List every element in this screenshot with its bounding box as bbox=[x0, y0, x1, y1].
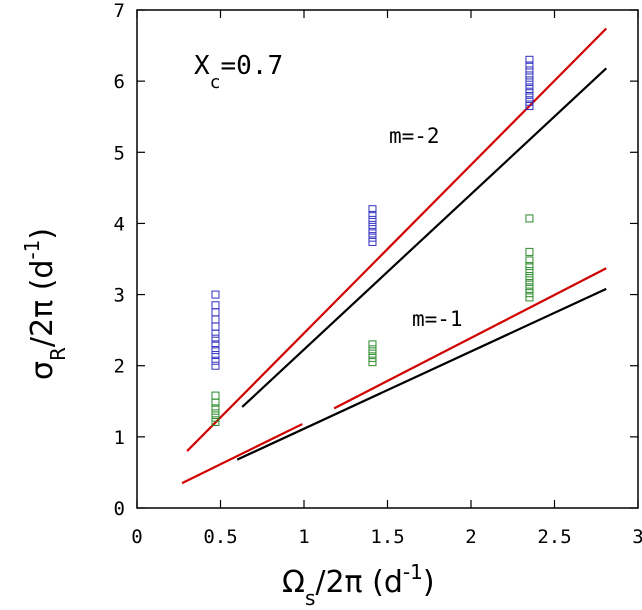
y-axis-title-close: ) bbox=[25, 228, 60, 240]
blue-square-marker bbox=[525, 61, 534, 70]
x-axis-title-sup: -1 bbox=[403, 560, 423, 584]
green-square-marker bbox=[525, 276, 534, 285]
blue-square-marker bbox=[525, 80, 534, 89]
blue-square-marker bbox=[211, 340, 220, 349]
xc-annotation-sub: c bbox=[210, 72, 221, 93]
green-square-marker bbox=[368, 358, 377, 367]
blue-square-marker bbox=[525, 93, 534, 102]
green-square-marker bbox=[525, 289, 534, 298]
blue-square-marker bbox=[211, 290, 220, 299]
y-tick-labels: 0 1 2 3 4 5 6 7 bbox=[114, 0, 125, 520]
green-square-marker bbox=[211, 391, 220, 400]
green-square-marker bbox=[525, 293, 534, 302]
xc-annotation-main: X bbox=[194, 51, 210, 81]
blue-square-marker bbox=[525, 102, 534, 111]
y-tick-label: 4 bbox=[114, 213, 125, 235]
x-tick-label: 2 bbox=[465, 526, 476, 548]
blue-square-marker bbox=[368, 233, 377, 242]
y-tick-label: 1 bbox=[114, 427, 125, 449]
blue-square-marker bbox=[368, 220, 377, 229]
green-square-marker bbox=[525, 284, 534, 293]
fit-lines bbox=[181, 27, 608, 485]
x-tick-label: 1 bbox=[298, 526, 309, 548]
black-fit-line bbox=[236, 287, 607, 461]
blue-square-marker bbox=[525, 89, 534, 98]
blue-square-marker bbox=[368, 237, 377, 246]
x-tick-label: 0 bbox=[131, 526, 142, 548]
green-square-marker bbox=[368, 345, 377, 354]
y-tick-label: 0 bbox=[114, 498, 125, 520]
blue-square-marker bbox=[368, 225, 377, 234]
x-axis-title-rest: /2π (d bbox=[315, 565, 403, 600]
x-tick-label: 0.5 bbox=[203, 526, 237, 548]
green-square-marker bbox=[211, 417, 220, 426]
blue-square-marker bbox=[368, 215, 377, 224]
y-axis-title-rest: /2π (d bbox=[25, 260, 60, 348]
blue-square-marker bbox=[211, 351, 220, 360]
x-axis-title: Ωs/2π (d-1) bbox=[282, 560, 435, 610]
y-axis-title-sub: R bbox=[46, 347, 70, 361]
green-square-marker bbox=[525, 256, 534, 265]
blue-square-marker bbox=[525, 71, 534, 80]
green-square-marker bbox=[525, 262, 534, 271]
xc-annotation: Xc=0.7 bbox=[194, 51, 283, 93]
blue-square-marker bbox=[211, 334, 220, 343]
blue-square-marker bbox=[211, 356, 220, 365]
blue-square-marker bbox=[525, 97, 534, 106]
green-square-marker bbox=[368, 340, 377, 349]
xc-annotation-rest: =0.7 bbox=[221, 51, 284, 81]
blue-square-marker bbox=[525, 66, 534, 75]
blue-square-marker bbox=[211, 322, 220, 331]
y-axis-title-main: σ bbox=[25, 361, 60, 380]
data-markers bbox=[211, 55, 534, 426]
blue-square-marker bbox=[368, 229, 377, 238]
x-tick-label: 3 bbox=[632, 526, 642, 548]
y-axis-title-sup: -1 bbox=[20, 240, 44, 260]
m-minus-1-label: m=-1 bbox=[412, 307, 463, 331]
green-square-marker bbox=[525, 247, 534, 256]
blue-square-marker bbox=[211, 346, 220, 355]
x-tick-label: 1.5 bbox=[370, 526, 404, 548]
green-square-marker bbox=[525, 280, 534, 289]
blue-square-marker bbox=[525, 55, 534, 64]
blue-square-marker bbox=[368, 210, 377, 219]
green-square-marker bbox=[525, 272, 534, 281]
blue-square-marker bbox=[368, 205, 377, 214]
x-axis-title-sub: s bbox=[305, 586, 315, 610]
green-square-marker bbox=[211, 404, 220, 413]
y-tick-label: 7 bbox=[114, 0, 125, 22]
y-axis-title: σR/2π (d-1) bbox=[20, 228, 70, 380]
y-tick-label: 6 bbox=[114, 71, 125, 93]
blue-square-marker bbox=[525, 76, 534, 85]
red-fit-line bbox=[333, 267, 607, 410]
tick-marks bbox=[136, 9, 639, 509]
y-tick-label: 2 bbox=[114, 356, 125, 378]
y-tick-label: 5 bbox=[114, 142, 125, 164]
blue-square-marker bbox=[211, 315, 220, 324]
x-axis-title-close: ) bbox=[423, 565, 435, 600]
blue-square-marker bbox=[525, 84, 534, 93]
black-fit-line bbox=[241, 67, 608, 408]
green-square-marker bbox=[368, 349, 377, 358]
green-square-marker bbox=[211, 413, 220, 422]
blue-square-marker bbox=[211, 329, 220, 338]
x-axis-title-main: Ω bbox=[282, 565, 305, 600]
green-square-marker bbox=[211, 409, 220, 418]
x-tick-labels: 0 0.5 1 1.5 2 2.5 3 bbox=[131, 526, 642, 548]
green-square-marker bbox=[525, 214, 534, 223]
blue-square-marker bbox=[211, 308, 220, 317]
green-square-marker bbox=[211, 398, 220, 407]
red-fit-line bbox=[186, 27, 608, 452]
m-minus-2-label: m=-2 bbox=[389, 124, 440, 148]
green-square-marker bbox=[525, 267, 534, 276]
red-fit-line bbox=[181, 423, 303, 485]
green-square-marker bbox=[368, 353, 377, 362]
x-tick-label: 2.5 bbox=[537, 526, 571, 548]
blue-square-marker bbox=[211, 301, 220, 310]
y-tick-label: 3 bbox=[114, 285, 125, 307]
blue-square-marker bbox=[211, 361, 220, 370]
